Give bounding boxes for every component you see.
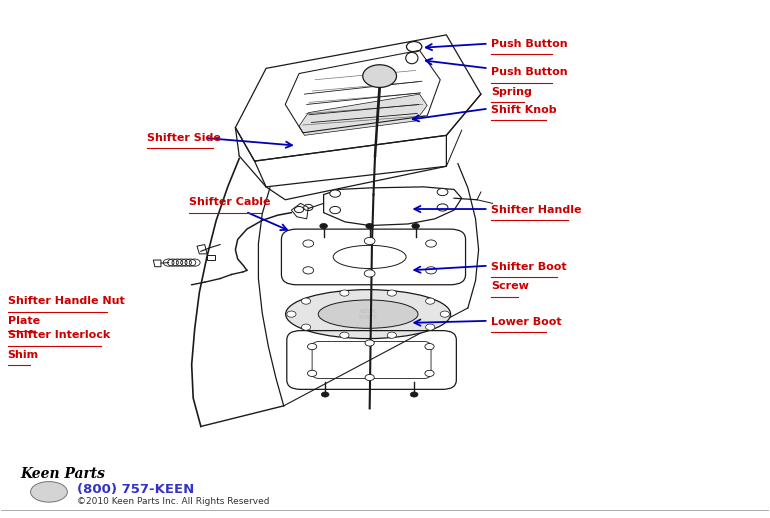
Circle shape [437, 189, 448, 196]
Circle shape [426, 298, 435, 304]
Text: Shifter Handle: Shifter Handle [491, 205, 581, 215]
Circle shape [426, 267, 437, 274]
Circle shape [410, 392, 418, 397]
Text: Shifter Boot: Shifter Boot [491, 262, 567, 272]
Text: Spring: Spring [491, 87, 532, 97]
Ellipse shape [286, 290, 450, 339]
Circle shape [364, 270, 375, 277]
Circle shape [321, 392, 329, 397]
Circle shape [363, 65, 397, 88]
Circle shape [301, 324, 310, 330]
Circle shape [340, 290, 349, 296]
Text: Shim: Shim [8, 350, 38, 360]
Text: Shifter Side: Shifter Side [147, 133, 221, 143]
Ellipse shape [318, 300, 418, 328]
Text: Screw: Screw [491, 281, 529, 291]
Text: (800) 757-KEEN: (800) 757-KEEN [76, 483, 194, 496]
Circle shape [303, 240, 313, 247]
Circle shape [366, 223, 373, 228]
Circle shape [425, 343, 434, 350]
Circle shape [286, 311, 296, 317]
Circle shape [412, 223, 420, 228]
Text: Push Button: Push Button [491, 67, 567, 78]
Text: Shifter Interlock: Shifter Interlock [8, 330, 110, 340]
Circle shape [364, 237, 375, 244]
Circle shape [307, 343, 316, 350]
Circle shape [365, 340, 374, 346]
Text: Shifter Handle Nut: Shifter Handle Nut [8, 296, 124, 306]
Circle shape [426, 324, 435, 330]
Circle shape [426, 240, 437, 247]
Circle shape [440, 311, 450, 317]
Circle shape [307, 370, 316, 377]
Text: Keen Parts: Keen Parts [21, 467, 105, 481]
Text: Shifter Cable: Shifter Cable [189, 197, 271, 207]
Text: Shift Knob: Shift Knob [491, 105, 557, 114]
Circle shape [301, 298, 310, 304]
Text: ©2010 Keen Parts Inc. All Rights Reserved: ©2010 Keen Parts Inc. All Rights Reserve… [76, 497, 269, 506]
Polygon shape [299, 94, 427, 135]
Circle shape [303, 267, 313, 274]
Circle shape [425, 370, 434, 377]
Circle shape [365, 375, 374, 381]
Circle shape [437, 204, 448, 211]
Circle shape [387, 290, 397, 296]
Circle shape [330, 190, 340, 197]
Ellipse shape [31, 482, 67, 502]
Text: Lower Boot: Lower Boot [491, 317, 561, 327]
Text: KEEN
PARTS: KEEN PARTS [359, 309, 377, 320]
Text: Plate: Plate [8, 316, 39, 326]
Circle shape [387, 332, 397, 338]
Circle shape [320, 223, 327, 228]
Text: Push Button: Push Button [491, 39, 567, 49]
Circle shape [340, 332, 349, 338]
Circle shape [330, 207, 340, 213]
